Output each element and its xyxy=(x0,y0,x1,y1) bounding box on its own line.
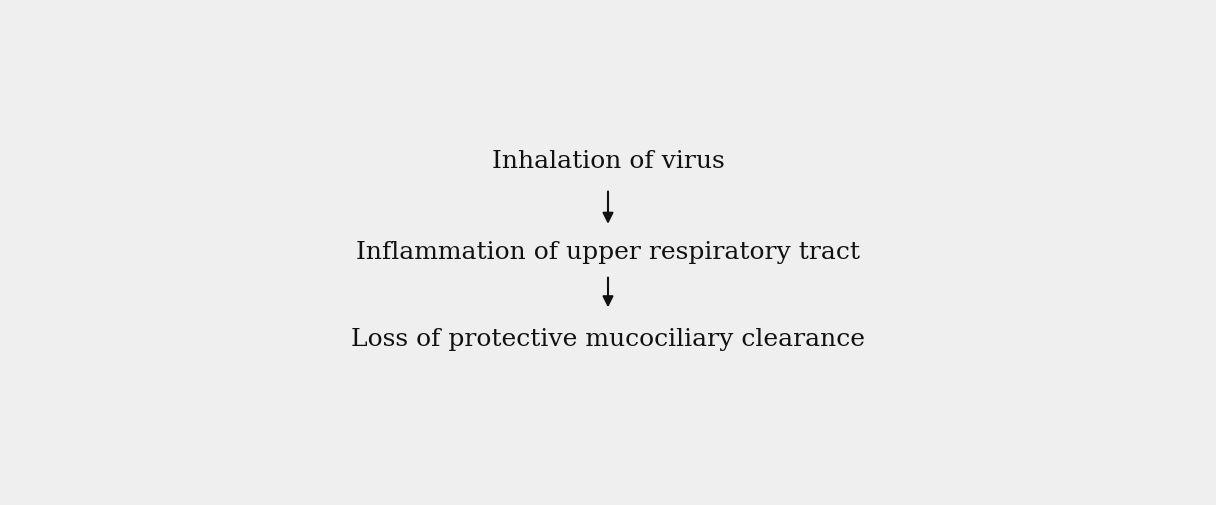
Text: Inhalation of virus: Inhalation of virus xyxy=(491,150,725,173)
Text: Inflammation of upper respiratory tract: Inflammation of upper respiratory tract xyxy=(356,241,860,264)
Text: Loss of protective mucociliary clearance: Loss of protective mucociliary clearance xyxy=(351,327,865,350)
